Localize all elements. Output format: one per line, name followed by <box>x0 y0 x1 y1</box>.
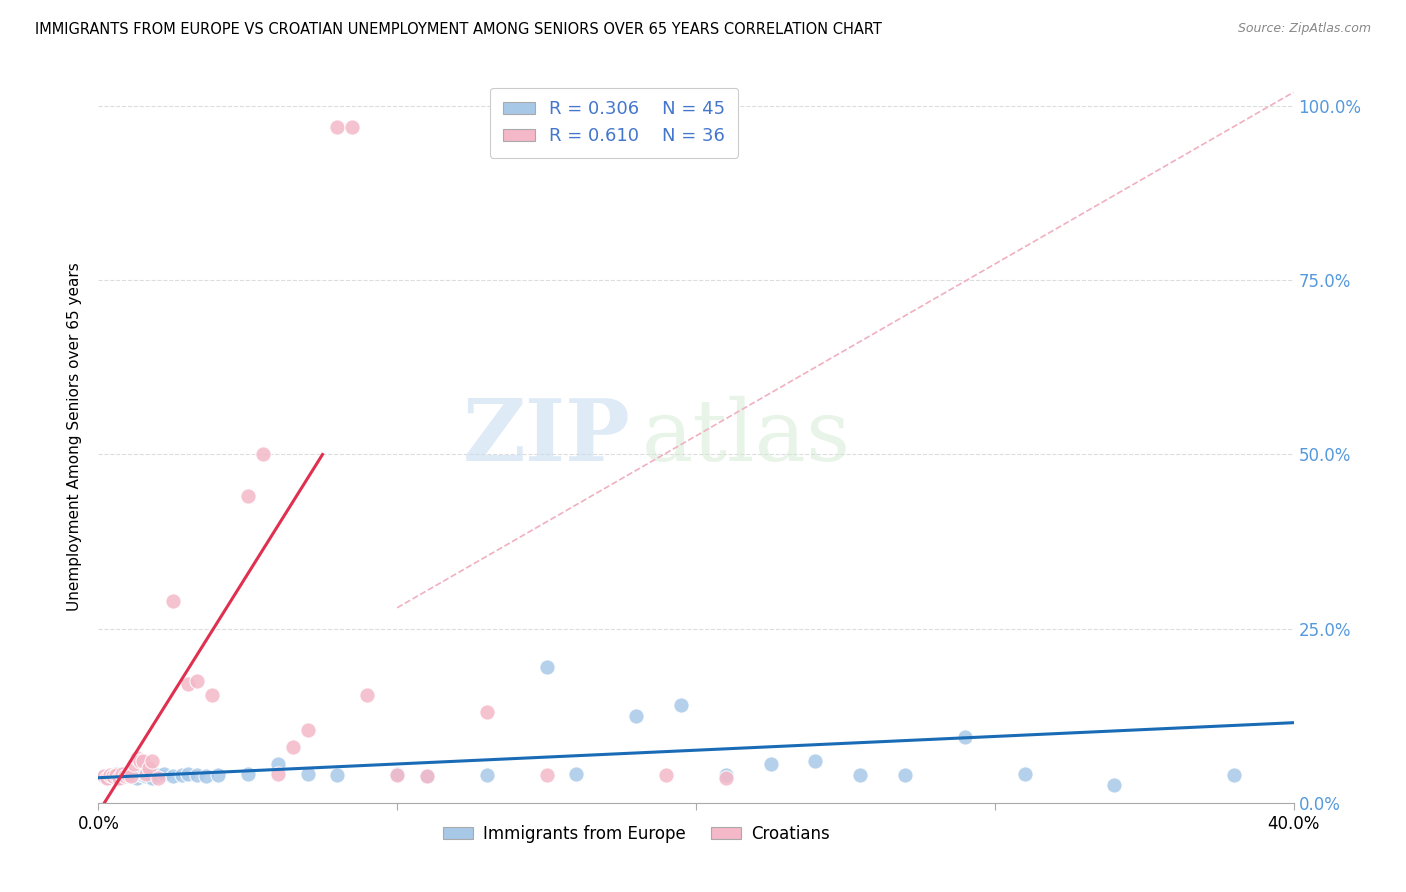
Point <box>129 754 152 768</box>
Point <box>111 768 134 782</box>
Point <box>96 771 118 785</box>
Point <box>759 757 782 772</box>
Point <box>108 771 131 785</box>
Point <box>129 766 152 780</box>
Point <box>177 677 200 691</box>
Point <box>98 768 122 782</box>
Point <box>236 489 259 503</box>
Point <box>297 766 319 780</box>
Point <box>127 771 149 785</box>
Point <box>565 766 588 780</box>
Point <box>281 740 304 755</box>
Point <box>162 594 184 608</box>
Text: ZIP: ZIP <box>463 395 630 479</box>
Point <box>416 769 439 783</box>
Point <box>135 766 157 780</box>
Point <box>1014 766 1036 780</box>
Point <box>114 769 136 783</box>
Point <box>804 754 827 768</box>
Point <box>172 768 194 782</box>
Point <box>267 766 290 780</box>
Point <box>117 766 139 780</box>
Point <box>475 705 498 719</box>
Point <box>105 768 128 782</box>
Point <box>132 768 155 782</box>
Text: atlas: atlas <box>643 395 851 479</box>
Point <box>326 768 349 782</box>
Y-axis label: Unemployment Among Seniors over 65 years: Unemployment Among Seniors over 65 years <box>67 263 83 611</box>
Point <box>103 769 125 783</box>
Point <box>236 766 259 780</box>
Point <box>162 769 184 783</box>
Legend: Immigrants from Europe, Croatians: Immigrants from Europe, Croatians <box>436 818 837 849</box>
Text: IMMIGRANTS FROM EUROPE VS CROATIAN UNEMPLOYMENT AMONG SENIORS OVER 65 YEARS CORR: IMMIGRANTS FROM EUROPE VS CROATIAN UNEMP… <box>35 22 882 37</box>
Point <box>297 723 319 737</box>
Point <box>117 768 139 782</box>
Point <box>536 768 558 782</box>
Point <box>201 688 224 702</box>
Point <box>111 766 134 780</box>
Point <box>135 769 157 783</box>
Point <box>96 772 118 786</box>
Point <box>153 766 176 780</box>
Point <box>120 769 142 783</box>
Point <box>953 730 976 744</box>
Point <box>177 766 200 780</box>
Point <box>93 769 115 783</box>
Point <box>124 768 146 782</box>
Point <box>138 768 160 782</box>
Point <box>132 754 155 768</box>
Point <box>186 673 208 688</box>
Point <box>894 768 917 782</box>
Point <box>103 769 125 783</box>
Point <box>267 757 290 772</box>
Point <box>1104 778 1126 792</box>
Point <box>536 660 558 674</box>
Point <box>141 771 163 785</box>
Point <box>326 120 349 134</box>
Point <box>655 768 678 782</box>
Point <box>714 772 737 786</box>
Point <box>105 766 128 780</box>
Point <box>385 768 409 782</box>
Point <box>108 771 131 785</box>
Point <box>252 448 274 462</box>
Point <box>1223 768 1246 782</box>
Point <box>98 768 122 782</box>
Point <box>138 761 160 775</box>
Point <box>186 768 208 782</box>
Point <box>148 772 170 786</box>
Point <box>849 768 872 782</box>
Point <box>127 750 149 764</box>
Point <box>342 120 364 134</box>
Text: Source: ZipAtlas.com: Source: ZipAtlas.com <box>1237 22 1371 36</box>
Point <box>475 768 498 782</box>
Point <box>120 769 142 783</box>
Point <box>356 688 378 702</box>
Point <box>195 769 218 783</box>
Point <box>93 769 115 783</box>
Point <box>124 757 146 772</box>
Point <box>141 754 163 768</box>
Point <box>714 768 737 782</box>
Point <box>416 769 439 783</box>
Point <box>385 766 409 780</box>
Point <box>207 768 229 782</box>
Point <box>114 769 136 783</box>
Point <box>626 708 648 723</box>
Point <box>669 698 692 713</box>
Point <box>148 768 170 782</box>
